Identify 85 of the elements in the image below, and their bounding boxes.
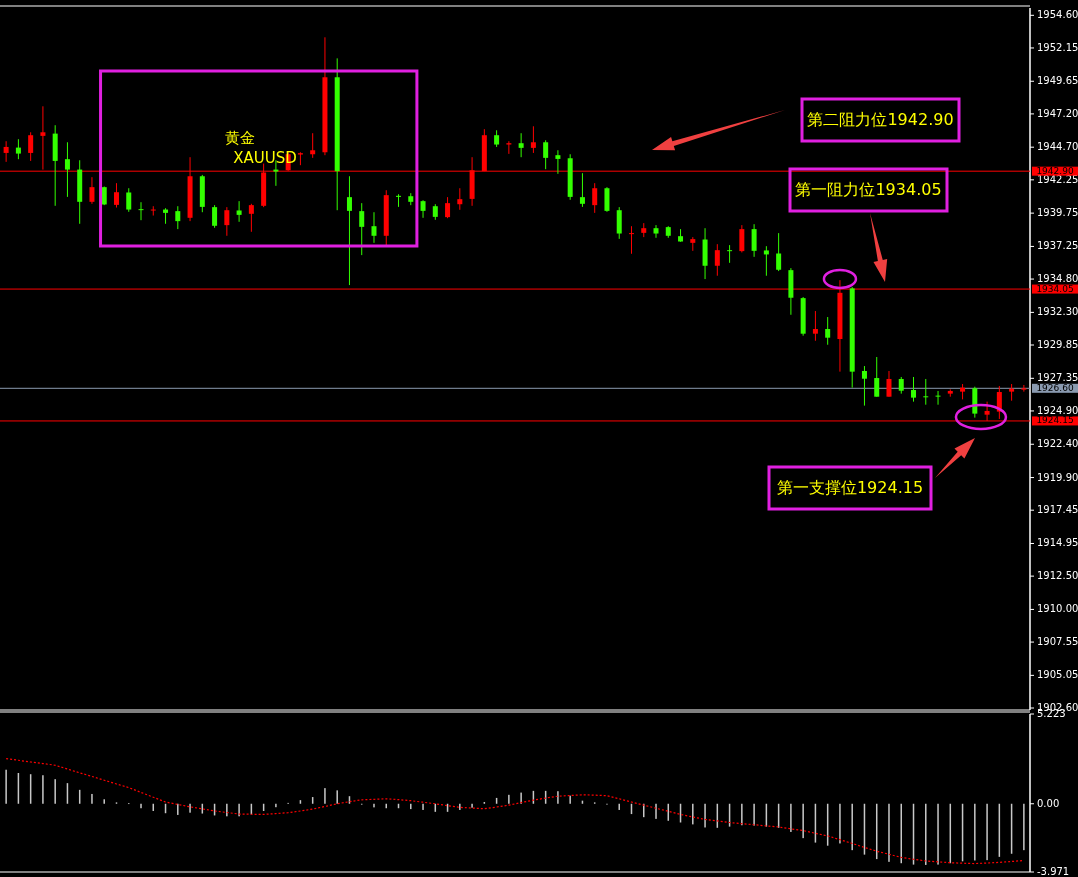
- candlestick: [175, 205, 181, 230]
- candlestick: [751, 223, 757, 258]
- y-tick-label: 1937.25: [1037, 240, 1078, 252]
- candlestick: [1021, 384, 1027, 393]
- y-tick-label: 1949.65: [1037, 75, 1078, 87]
- y-tick-label: 1927.35: [1037, 372, 1078, 384]
- y-tick-label: 1934.80: [1037, 273, 1078, 285]
- candlestick: [727, 244, 733, 264]
- candlestick: [101, 186, 107, 206]
- y-tick-label: 1939.75: [1037, 207, 1078, 219]
- line-series: [5, 757, 1025, 865]
- annotation: 第一支撑位1924.15: [776, 477, 924, 497]
- candlestick: [935, 390, 941, 406]
- y-tick-label: 1917.45: [1037, 504, 1078, 516]
- candlestick: [224, 206, 230, 237]
- y-tick-label: 1942.25: [1037, 173, 1078, 185]
- y-tick-label: -3.971: [1037, 866, 1070, 877]
- candlestick: [310, 132, 316, 159]
- candlestick: [236, 200, 242, 223]
- candlestick: [150, 205, 156, 217]
- candlestick: [825, 316, 831, 346]
- y-tick-label: 1910.00: [1037, 603, 1078, 615]
- y-tick-label: 5.223: [1037, 708, 1066, 719]
- candlestick: [923, 378, 929, 406]
- candlestick: [346, 175, 352, 286]
- candlestick: [628, 225, 634, 255]
- candlestick: [457, 187, 463, 211]
- candlestick: [28, 131, 34, 162]
- candlestick: [911, 376, 917, 403]
- candlestick: [359, 202, 365, 256]
- candlestick: [518, 132, 524, 158]
- candlestick: [579, 172, 585, 208]
- candlestick: [126, 187, 132, 213]
- annotation: 第一阻力位1934.05: [795, 179, 942, 199]
- candlestick: [113, 182, 119, 209]
- y-tick-label: 1932.30: [1037, 306, 1078, 318]
- candlestick: [555, 149, 561, 175]
- candlestick: [812, 310, 818, 342]
- ref-line-label: 1926.60: [1036, 382, 1074, 393]
- candlestick: [653, 224, 659, 239]
- y-tick-label: 1929.85: [1037, 339, 1078, 351]
- y-tick-label: 0.00: [1037, 797, 1060, 809]
- candlestick: [212, 204, 218, 229]
- candlestick: [984, 401, 990, 422]
- candlestick: [371, 211, 377, 244]
- ref-line-label: 1924.15: [1036, 415, 1074, 426]
- annotation: 黄金: [224, 128, 255, 147]
- ref-line: 1924.15: [0, 415, 1078, 426]
- candlestick: [592, 182, 598, 214]
- y-tick-label: 1922.40: [1037, 438, 1078, 450]
- y-tick-label: 1944.70: [1037, 141, 1078, 153]
- y-tick-label: 1954.60: [1037, 9, 1078, 21]
- candlestick: [763, 245, 769, 277]
- y-tick-label: 1924.90: [1037, 404, 1078, 416]
- candlestick: [739, 224, 745, 253]
- candlestick: [616, 206, 622, 240]
- y-tick-label: 1905.05: [1037, 669, 1078, 681]
- y-tick-label: 1952.15: [1037, 41, 1078, 53]
- candlestick: [445, 196, 451, 219]
- candlestick: [40, 105, 46, 171]
- candlestick: [861, 365, 867, 407]
- ref-line-label: 1934.05: [1036, 283, 1074, 294]
- candlestick: [886, 370, 892, 398]
- candlestick: [15, 138, 21, 160]
- candlestick: [89, 176, 95, 205]
- ref-line: 1934.05: [0, 283, 1078, 294]
- y-tick-label: 1907.55: [1037, 636, 1078, 648]
- y-tick-label: 1914.95: [1037, 537, 1078, 549]
- candlestick: [3, 140, 9, 163]
- candlestick: [543, 139, 549, 170]
- candlestick: [396, 193, 402, 208]
- y-tick-label: 1919.90: [1037, 471, 1078, 483]
- annotation: 第二阻力位1942.90: [807, 109, 954, 129]
- y-tick-label: 1947.20: [1037, 107, 1078, 119]
- candlestick: [138, 201, 144, 221]
- candlestick: [604, 186, 610, 213]
- y-tick-label: 1912.50: [1037, 570, 1078, 582]
- candlestick: [506, 140, 512, 155]
- candlestick: [714, 243, 720, 277]
- candlestick: [64, 141, 70, 198]
- ref-line-label: 1942.90: [1036, 165, 1074, 176]
- candlestick: [248, 203, 254, 233]
- candlestick: [530, 125, 536, 154]
- candlestick: [776, 232, 782, 272]
- candlestick: [874, 356, 880, 398]
